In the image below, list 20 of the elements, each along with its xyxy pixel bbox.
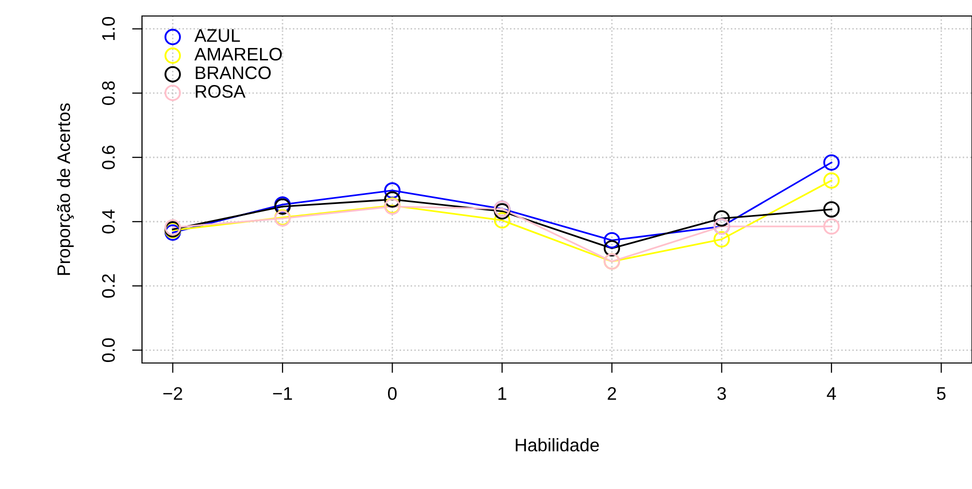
y-tick-label: 0.0: [102, 338, 115, 362]
y-axis-title: Proporção de Acertos: [56, 103, 74, 275]
legend-label: AMARELO: [194, 48, 282, 61]
x-tick-label: 4: [826, 387, 836, 400]
y-tick-label: 1.0: [102, 17, 115, 40]
x-axis-title: Habilidade: [516, 438, 599, 452]
x-tick-label: 3: [717, 387, 726, 400]
legend-label: ROSA: [196, 85, 246, 98]
legend-label: BRANCO: [196, 66, 271, 80]
x-tick-label: 1: [498, 387, 506, 400]
legend-label: AZUL: [194, 29, 240, 42]
x-tick-label: −1: [273, 387, 292, 400]
x-tick-label: 2: [608, 387, 616, 400]
y-tick-label: 0.4: [102, 210, 115, 234]
x-tick-label: −2: [163, 387, 182, 400]
y-tick-label: 0.2: [102, 274, 115, 298]
x-tick-label: 0: [388, 387, 397, 400]
y-tick-label: 0.6: [102, 146, 115, 170]
y-tick-label: 0.8: [102, 81, 115, 105]
x-tick-label: 5: [936, 387, 946, 400]
